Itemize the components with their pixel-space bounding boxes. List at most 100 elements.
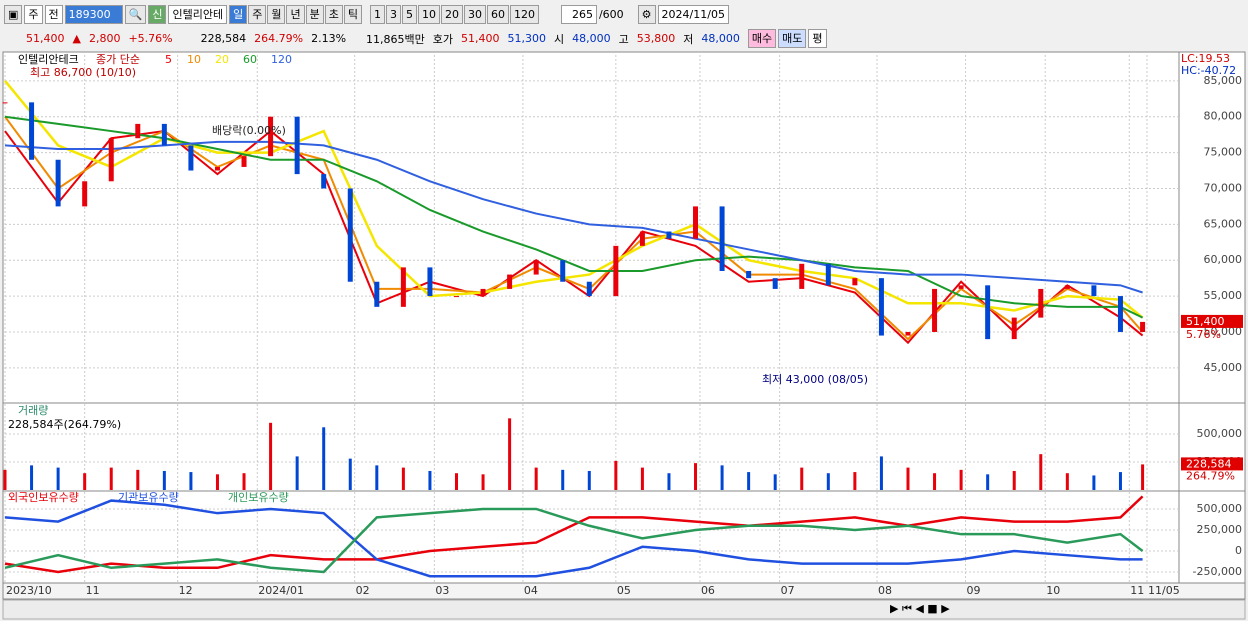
legend-item: 기관보유수량 xyxy=(118,491,179,504)
x-tick-label: 2023/10 xyxy=(6,584,52,597)
legend-item: 120 xyxy=(271,53,292,66)
low: 48,000 xyxy=(701,32,740,45)
open: 48,000 xyxy=(572,32,611,45)
period-button[interactable]: 주 xyxy=(248,4,267,24)
ask: 51,400 xyxy=(461,32,500,45)
period-button[interactable]: 일 xyxy=(229,4,248,24)
search[interactable]: 🔍 xyxy=(124,4,147,24)
candle xyxy=(666,231,672,239)
candle xyxy=(400,267,406,307)
period-button[interactable]: 초 xyxy=(324,4,343,24)
volume-bar xyxy=(879,456,883,490)
interval-button[interactable]: 20 xyxy=(440,4,463,24)
prev[interactable]: 전 xyxy=(44,4,63,24)
candle xyxy=(347,188,353,282)
candle xyxy=(453,296,459,298)
x-tick-label: 11 xyxy=(1130,584,1144,597)
interval-button[interactable]: 60 xyxy=(486,4,509,24)
series-line xyxy=(4,140,1143,294)
change: 2,800 xyxy=(88,32,121,45)
volume-bar xyxy=(481,474,485,490)
x-tick-label: 04 xyxy=(524,584,538,597)
open-label: 시 xyxy=(554,32,565,46)
scroll-bar[interactable] xyxy=(2,599,1246,620)
code-input[interactable]: 189300 xyxy=(64,4,123,24)
candle xyxy=(427,267,433,297)
volume-bar xyxy=(853,472,857,490)
candle xyxy=(268,116,274,157)
volume-bar xyxy=(348,458,352,490)
volume-bar xyxy=(747,472,751,490)
interval-button[interactable]: 120 xyxy=(509,4,539,24)
current-price: 51,400 xyxy=(1186,315,1225,328)
interval-button[interactable]: 1 xyxy=(369,4,385,24)
volume-bar xyxy=(1065,473,1069,490)
candle xyxy=(294,116,300,175)
candle xyxy=(55,159,61,207)
current-volume-box xyxy=(1181,457,1243,471)
x-tick-label: 09 xyxy=(967,584,981,597)
period-button[interactable]: 년 xyxy=(286,4,305,24)
volume-bar xyxy=(1092,475,1096,490)
volume-bar xyxy=(136,469,140,490)
period-button[interactable]: 월 xyxy=(267,4,286,24)
lc-label: LC:19.53 xyxy=(1181,52,1230,65)
arrow: ▲ xyxy=(72,32,81,45)
current-price-box xyxy=(1181,314,1243,328)
volume-bar xyxy=(587,470,591,490)
candle xyxy=(533,260,539,275)
candle xyxy=(560,260,566,282)
menu[interactable]: ▣ xyxy=(4,4,23,24)
avg-button[interactable]: 평 xyxy=(808,29,827,48)
buy-button[interactable]: 매수 xyxy=(747,29,777,48)
series-line xyxy=(4,115,1144,319)
candle xyxy=(613,245,619,297)
volume-bar xyxy=(720,465,724,490)
market[interactable]: 주 xyxy=(24,4,43,24)
interval-button[interactable]: 10 xyxy=(417,4,440,24)
volume-bar xyxy=(30,465,34,490)
x-tick-label: 05 xyxy=(617,584,631,597)
y-tick-label: 50,000 xyxy=(1204,325,1243,338)
current-volume-pct: 264.79% xyxy=(1186,469,1235,482)
turnover: 2.13% xyxy=(311,32,347,45)
date[interactable]: 2024/11/05 xyxy=(657,4,729,24)
candle xyxy=(1140,321,1146,332)
scroll-controls[interactable]: ▶ ⏮ ◀ ■ ▶ xyxy=(890,602,950,615)
high: 53,800 xyxy=(636,32,676,45)
candle xyxy=(719,206,725,271)
credit[interactable]: 신 xyxy=(148,4,167,24)
candle xyxy=(878,278,884,336)
volume: 228,584 xyxy=(200,32,247,45)
legend-item: 5 xyxy=(165,53,172,66)
hc-label: HC:-40.72 xyxy=(1181,64,1236,77)
sell-button[interactable]: 매도 xyxy=(778,29,807,48)
candle xyxy=(135,123,141,139)
period-button[interactable]: 틱 xyxy=(343,4,362,24)
volume-bar xyxy=(56,467,60,490)
interval-button[interactable]: 3 xyxy=(385,4,401,24)
annotation: 최고 86,700 (10/10) xyxy=(30,66,136,79)
candle xyxy=(321,174,327,189)
candle xyxy=(108,138,114,182)
quote-bar: 51,400 ▲ 2,800 +5.76% 228,584 264.79% 2.… xyxy=(0,29,1248,48)
candle xyxy=(958,285,964,289)
x-tick-label: 07 xyxy=(781,584,795,597)
y-tick-label: 45,000 xyxy=(1204,361,1243,374)
count[interactable]: 265 xyxy=(560,4,597,24)
volume-bar xyxy=(428,470,432,490)
candle xyxy=(693,206,699,239)
interval-button[interactable]: 30 xyxy=(463,4,486,24)
volume-bar xyxy=(215,474,219,490)
tools[interactable]: ⚙ xyxy=(637,4,656,24)
volume-bar xyxy=(83,473,87,490)
period-button[interactable]: 분 xyxy=(305,4,324,24)
price: 51,400 xyxy=(26,32,65,45)
y-tick-label: 500,000 xyxy=(1197,502,1243,515)
y-tick-label: 55,000 xyxy=(1204,289,1243,302)
interval-button[interactable]: 5 xyxy=(401,4,417,24)
candle xyxy=(480,288,486,297)
volume-bar xyxy=(322,427,326,490)
candle xyxy=(161,123,167,146)
